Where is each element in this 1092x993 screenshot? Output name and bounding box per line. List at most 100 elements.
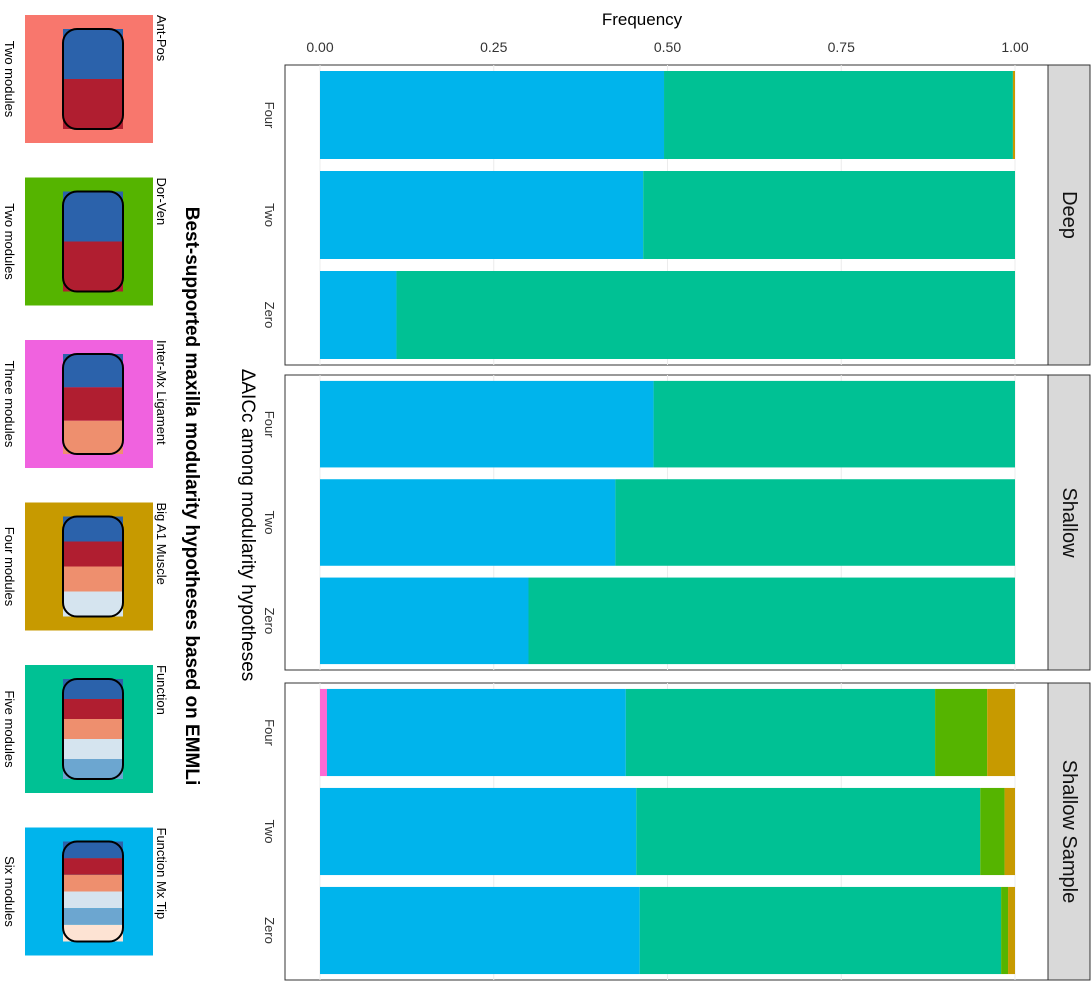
legend-name: Dor-Ven [154, 178, 169, 226]
legend-item: Ant-Pos Two modules [2, 15, 169, 143]
facet-label: Deep [1058, 191, 1080, 239]
x-tick-label: 0.50 [654, 39, 681, 55]
module-region [63, 858, 123, 875]
bar-segment [320, 171, 644, 259]
module-region [63, 891, 123, 909]
facet-panels: DeepFourTwoZeroShallowFourTwoZeroShallow… [262, 64, 1091, 981]
x-axis-ticks: 0.00 0.25 0.50 0.75 1.00 [306, 39, 1028, 55]
bone-outline [62, 678, 124, 780]
module-region [63, 841, 123, 859]
category-tick-label: Four [262, 102, 277, 129]
module-region [63, 516, 123, 542]
bone-outline [62, 190, 124, 293]
module-region [63, 908, 123, 925]
rotated-figure: Best-supported maxilla modularity hypoth… [2, 10, 1091, 981]
module-region [63, 679, 123, 699]
bar-segment [643, 171, 1015, 259]
bar-segment [615, 479, 1015, 566]
bar-segment [320, 479, 616, 566]
legend-modules: Three modules [2, 361, 17, 448]
module-region [63, 719, 123, 739]
module-region [63, 759, 123, 779]
module-region [63, 354, 123, 388]
bar-segment [320, 380, 654, 468]
legend-item: Big A1 Muscle Four modules [2, 502, 169, 631]
facet-panel: Shallow Four Two Zero [262, 374, 1091, 671]
bar-segment [1008, 886, 1015, 975]
category-tick-label: Zero [262, 917, 277, 944]
module-region [63, 874, 123, 892]
bar-segment [326, 688, 626, 777]
legend-item: Function Mx Tip Six modules [2, 827, 169, 956]
legend-modules: Four modules [2, 527, 17, 607]
module-region [63, 241, 123, 292]
module-region [63, 739, 123, 759]
chart-title: Best-supported maxilla modularity hypoth… [181, 207, 202, 786]
module-region [63, 29, 123, 79]
legend-name: Function Mx Tip [154, 828, 169, 920]
bar-segment [320, 787, 637, 876]
category-tick-label: Zero [262, 607, 277, 634]
facet-panel: Deep Four Two Zero [262, 64, 1091, 366]
module-region [63, 387, 123, 421]
legend-name: Ant-Pos [154, 15, 169, 62]
legend-modules: Two modules [2, 41, 17, 118]
bar-segment [320, 688, 327, 777]
legend-modules: Six modules [2, 856, 17, 927]
y-axis-label: ΔAICc among modularity hypotheses [237, 369, 258, 682]
x-tick-label: 0.25 [480, 39, 507, 55]
legend-name: Function [154, 665, 169, 715]
legend: Ant-Pos Two modules Dor-Ven Two modules Inte… [2, 15, 169, 956]
bar-segment [639, 886, 1002, 975]
bar-segment [1004, 787, 1015, 876]
module-region [63, 566, 123, 592]
bar-segment [653, 380, 1015, 468]
bar-segment [1012, 71, 1015, 159]
bar-segment [320, 886, 640, 975]
facet-label: Shallow Sample [1058, 760, 1080, 903]
legend-item: Dor-Ven Two modules [2, 177, 169, 306]
category-tick-label: Two [262, 820, 277, 844]
bone-outline [62, 353, 124, 455]
bone-outline [62, 28, 124, 130]
module-region [63, 924, 123, 942]
module-region [63, 79, 123, 129]
category-tick-label: Two [262, 511, 277, 535]
legend-modules: Five modules [2, 690, 17, 768]
bar-segment [625, 688, 936, 777]
bar-segment [396, 271, 1015, 359]
module-region [63, 699, 123, 719]
bar-segment [636, 787, 981, 876]
module-region [63, 191, 123, 242]
legend-item: Inter-Mx Ligament Three modules [2, 340, 169, 468]
category-tick-label: Zero [262, 302, 277, 329]
bar-segment [320, 271, 397, 359]
category-tick-label: Two [262, 203, 277, 227]
facet-label: Shallow [1058, 487, 1080, 558]
x-axis-label: Frequency [602, 10, 683, 29]
bar-segment [935, 688, 988, 777]
legend-name: Big A1 Muscle [154, 503, 169, 585]
facet-panel: Shallow Sample Four Two Zero [262, 682, 1091, 981]
category-tick-label: Four [262, 719, 277, 746]
x-tick-label: 0.75 [828, 39, 855, 55]
bar-segment [1001, 886, 1009, 975]
bone-outline [62, 515, 124, 618]
bone-outline [62, 840, 124, 943]
bar-segment [987, 688, 1015, 777]
module-region [63, 420, 123, 454]
bar-segment [320, 577, 529, 665]
legend-name: Inter-Mx Ligament [154, 340, 169, 445]
x-tick-label: 0.00 [306, 39, 333, 55]
module-region [63, 591, 123, 617]
bar-segment [980, 787, 1005, 876]
legend-item: Function Five modules [2, 665, 169, 793]
bar-segment [528, 577, 1015, 665]
module-region [63, 541, 123, 567]
category-tick-label: Four [262, 411, 277, 438]
legend-modules: Two modules [2, 203, 17, 280]
x-tick-label: 1.00 [1001, 39, 1028, 55]
bar-segment [664, 71, 1013, 159]
bar-segment [320, 71, 665, 159]
